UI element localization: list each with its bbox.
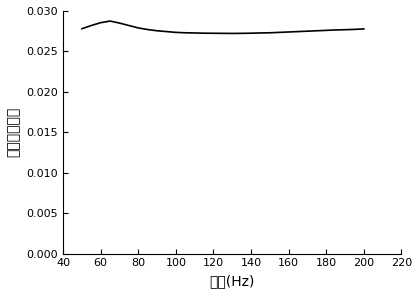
X-axis label: 频率(Hz): 频率(Hz) xyxy=(210,274,255,288)
Y-axis label: 磁滩损耗系数: 磁滩损耗系数 xyxy=(7,107,21,158)
